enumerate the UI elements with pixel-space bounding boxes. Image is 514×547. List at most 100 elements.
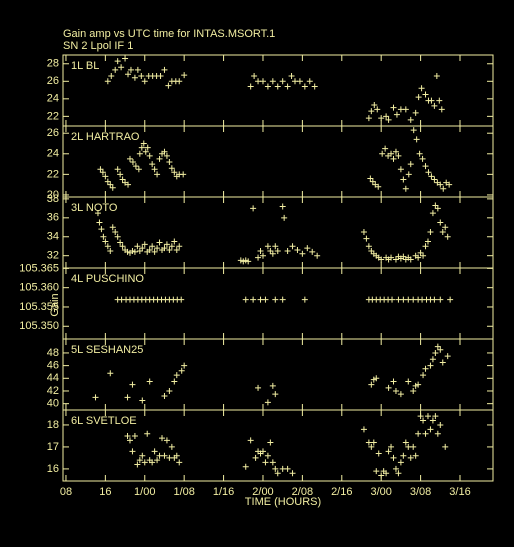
- data-point: [132, 163, 139, 170]
- data-point: [102, 173, 109, 180]
- data-point: [439, 359, 446, 366]
- data-point: [368, 443, 375, 450]
- data-point: [156, 239, 163, 246]
- data-point: [159, 435, 166, 442]
- data-point: [114, 233, 121, 240]
- data-point: [416, 150, 423, 157]
- data-point: [104, 243, 111, 250]
- panel-frame: [62, 54, 494, 127]
- data-point: [429, 210, 436, 217]
- data-point: [365, 115, 372, 122]
- data-point: [284, 247, 291, 254]
- data-point: [173, 247, 180, 254]
- data-point: [383, 470, 390, 477]
- data-point: [429, 356, 436, 363]
- data-point: [250, 205, 257, 212]
- data-point: [390, 454, 397, 461]
- data-point: [402, 106, 409, 113]
- panel-label: 1L BL: [71, 60, 99, 72]
- data-point: [117, 171, 124, 178]
- data-point: [144, 430, 151, 437]
- data-point: [410, 387, 417, 394]
- data-point: [284, 83, 291, 90]
- data-point: [365, 243, 372, 250]
- data-point: [420, 372, 427, 379]
- data-point: [168, 165, 175, 172]
- data-point: [102, 238, 109, 245]
- data-point: [257, 247, 264, 254]
- data-point: [134, 66, 141, 73]
- data-point: [431, 102, 438, 109]
- data-point: [407, 116, 414, 123]
- data-point: [388, 254, 395, 261]
- data-point: [161, 148, 168, 155]
- data-point: [140, 140, 147, 147]
- data-point: [439, 229, 446, 236]
- data-point: [311, 83, 318, 90]
- data-point: [447, 296, 454, 303]
- data-point: [434, 343, 441, 350]
- data-point: [412, 452, 419, 459]
- data-point: [429, 417, 436, 424]
- y-tick-label: 44: [47, 372, 59, 384]
- data-point: [252, 454, 259, 461]
- data-point: [161, 393, 168, 400]
- y-tick-label: 26: [47, 127, 59, 139]
- data-point: [129, 381, 136, 388]
- data-point: [296, 78, 303, 85]
- data-point: [269, 382, 276, 389]
- data-point: [422, 91, 429, 98]
- data-point: [419, 155, 426, 162]
- data-point: [97, 166, 104, 173]
- y-tick-label: 46: [47, 360, 59, 372]
- data-point: [99, 169, 106, 176]
- data-point: [402, 185, 409, 192]
- data-point: [279, 78, 286, 85]
- data-point: [269, 78, 276, 85]
- data-point: [92, 394, 99, 401]
- data-point: [442, 443, 449, 450]
- data-point: [370, 439, 377, 446]
- data-point: [390, 155, 397, 162]
- data-point: [166, 387, 173, 394]
- x-tick-label: 16: [99, 486, 111, 498]
- data-point: [154, 171, 161, 178]
- data-point: [146, 378, 153, 385]
- data-point: [262, 296, 269, 303]
- data-point: [136, 150, 143, 157]
- data-point: [142, 148, 149, 155]
- data-point: [272, 391, 279, 398]
- data-point: [96, 219, 103, 226]
- y-tick-label: 105.365: [19, 262, 59, 274]
- data-point: [415, 94, 422, 101]
- data-point: [117, 239, 124, 246]
- data-point: [131, 248, 138, 255]
- data-point: [288, 73, 295, 80]
- data-point: [392, 148, 399, 155]
- data-point: [301, 296, 308, 303]
- data-point: [422, 163, 429, 170]
- y-tick-label: 22: [47, 168, 59, 180]
- data-point: [149, 243, 156, 250]
- data-point: [166, 247, 173, 254]
- data-point: [274, 470, 281, 477]
- data-point: [415, 430, 422, 437]
- data-point: [427, 362, 434, 369]
- data-point: [146, 152, 153, 159]
- data-point: [413, 136, 420, 143]
- data-point: [382, 145, 389, 152]
- data-point: [122, 55, 129, 62]
- data-point: [141, 459, 148, 466]
- data-point: [109, 184, 116, 191]
- data-point: [107, 370, 114, 377]
- y-tick-label: 18: [47, 419, 59, 431]
- data-point: [437, 181, 444, 188]
- data-point: [390, 378, 397, 385]
- data-point: [139, 397, 146, 404]
- x-tick-label: 3/00: [370, 486, 391, 498]
- data-point: [151, 448, 158, 455]
- data-point: [385, 116, 392, 123]
- data-point: [264, 399, 271, 406]
- data-point: [161, 66, 168, 73]
- data-point: [127, 66, 134, 73]
